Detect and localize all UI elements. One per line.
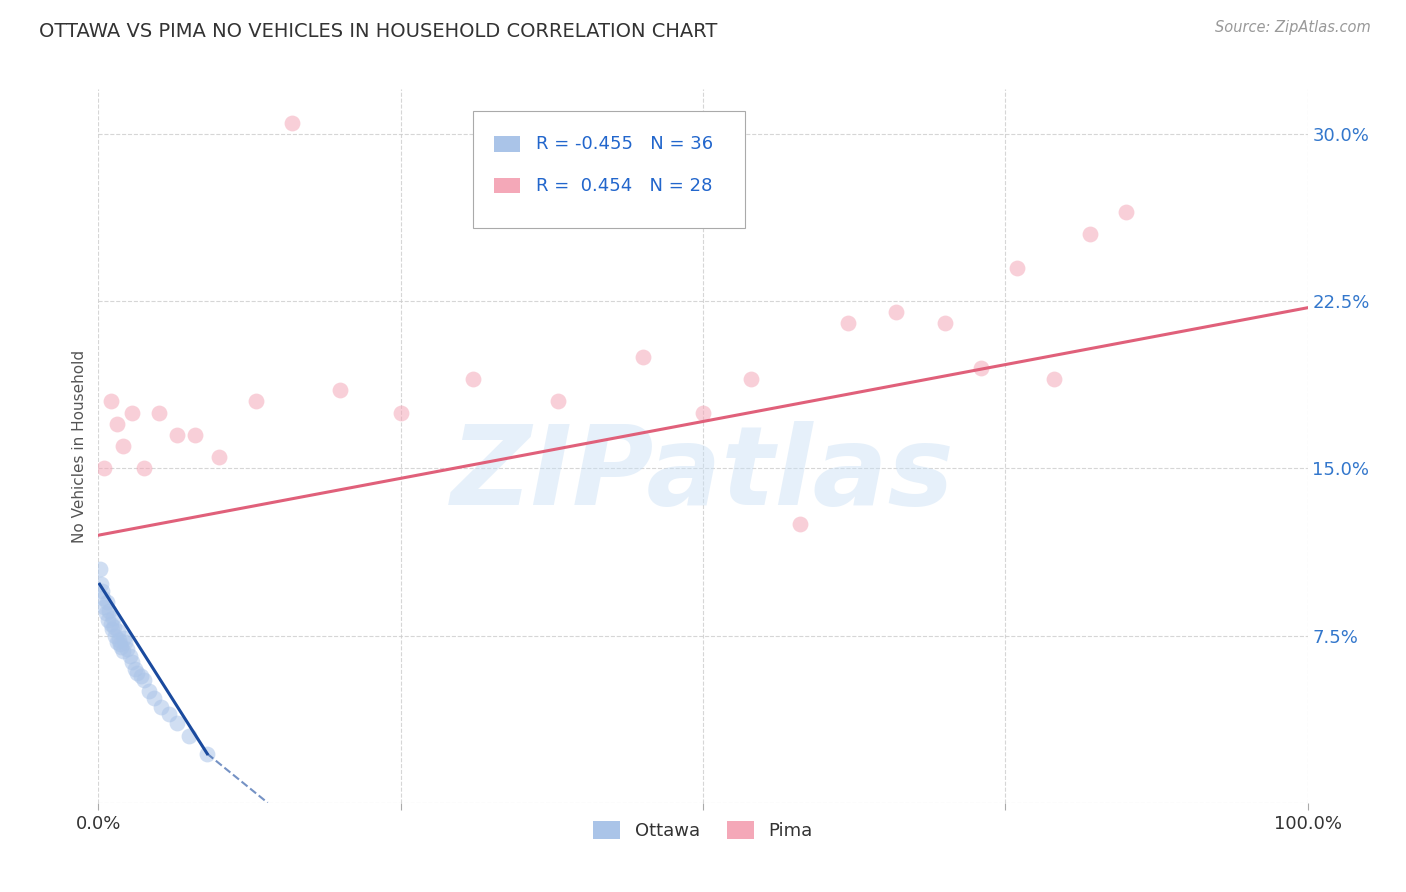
Point <box>1078 227 1101 241</box>
Point <box>547 394 569 409</box>
Point <box>91 583 114 598</box>
FancyBboxPatch shape <box>494 136 520 152</box>
Point <box>97 613 120 627</box>
Point <box>91 591 114 605</box>
Point <box>101 610 124 624</box>
Point <box>157 706 180 721</box>
Point <box>184 427 207 442</box>
Point <box>111 439 134 453</box>
Point <box>1007 260 1029 275</box>
Point <box>104 628 127 642</box>
Point <box>631 350 654 364</box>
Text: ZIPatlas: ZIPatlas <box>451 421 955 528</box>
Point <box>148 405 170 419</box>
Point <box>100 617 122 632</box>
Point <box>100 394 122 409</box>
Point <box>150 699 173 714</box>
Point <box>166 427 188 442</box>
Point <box>740 372 762 386</box>
Point <box>166 715 188 730</box>
Point <box>108 633 131 648</box>
Y-axis label: No Vehicles in Household: No Vehicles in Household <box>72 350 87 542</box>
Point <box>1115 204 1137 219</box>
Point <box>94 607 117 621</box>
FancyBboxPatch shape <box>474 111 745 228</box>
Point <box>89 562 111 576</box>
Point <box>281 115 304 129</box>
Point <box>195 747 218 761</box>
Point <box>121 405 143 419</box>
Point <box>114 635 136 649</box>
Text: R = -0.455   N = 36: R = -0.455 N = 36 <box>536 136 713 153</box>
Point <box>98 604 121 618</box>
Point <box>934 316 956 330</box>
FancyBboxPatch shape <box>494 178 520 194</box>
Point <box>105 417 128 431</box>
Point <box>463 372 485 386</box>
Point <box>329 384 352 398</box>
Point <box>112 631 135 645</box>
Point <box>886 305 908 319</box>
Point <box>1042 372 1064 386</box>
Text: Source: ZipAtlas.com: Source: ZipAtlas.com <box>1215 20 1371 35</box>
Point <box>107 624 129 639</box>
Point <box>111 644 134 658</box>
Point <box>208 450 231 464</box>
Point <box>103 619 125 633</box>
Point <box>789 516 811 531</box>
Point <box>692 405 714 419</box>
Point <box>93 461 115 475</box>
Point <box>179 729 201 743</box>
Text: OTTAWA VS PIMA NO VEHICLES IN HOUSEHOLD CORRELATION CHART: OTTAWA VS PIMA NO VEHICLES IN HOUSEHOLD … <box>39 22 717 41</box>
Point <box>389 405 412 419</box>
Point <box>245 394 267 409</box>
Point <box>134 461 156 475</box>
Point <box>93 599 115 614</box>
Point <box>129 669 152 683</box>
Text: R =  0.454   N = 28: R = 0.454 N = 28 <box>536 177 713 194</box>
Point <box>134 673 156 687</box>
Point <box>138 684 160 698</box>
Point <box>90 577 112 591</box>
Point <box>970 360 993 375</box>
Point <box>108 637 131 651</box>
Point <box>121 655 143 669</box>
Point <box>117 642 139 657</box>
Legend: Ottawa, Pima: Ottawa, Pima <box>586 814 820 847</box>
Point <box>124 662 146 676</box>
Point <box>110 640 132 654</box>
Point <box>118 648 141 663</box>
Point <box>96 595 118 609</box>
Point <box>127 666 149 681</box>
Point <box>100 622 122 636</box>
Point <box>837 316 859 330</box>
Point <box>143 690 166 705</box>
Point <box>105 635 128 649</box>
